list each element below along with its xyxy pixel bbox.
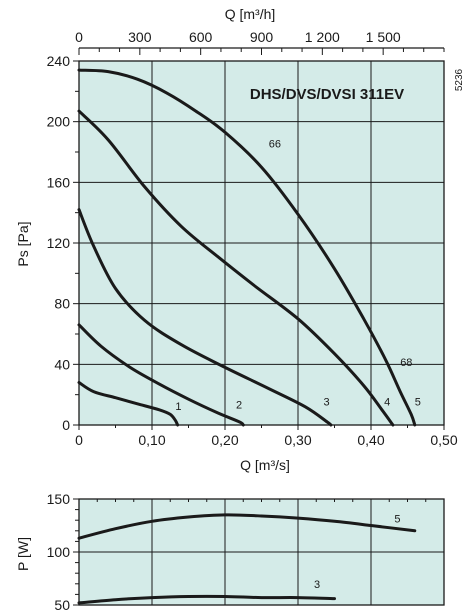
x-tick-label: 0,40 [357,432,384,448]
pressure-axis-ticks [73,48,445,430]
power-axis-labels: 50 100 150 [47,491,71,613]
curve-annotation: 4 [384,396,390,408]
top-tick-label: 1 200 [305,29,340,45]
power-y-axis-title: P [W] [15,537,31,571]
y-tick-label: 120 [47,235,71,251]
x-tick-label: 0 [75,432,83,448]
curve-annotation: 66 [269,138,281,150]
y-tick-label: 160 [47,174,71,190]
curve-annotation: 5 [415,396,421,408]
power-curve-annotation: 5 [394,513,400,525]
y-tick-label: 40 [54,356,70,372]
y-tick-label: 240 [47,53,71,69]
power-curve-3 [77,594,336,605]
x-tick-label: 0,50 [430,432,457,448]
curve-annotation: 2 [236,399,242,411]
y-tick-label: 80 [54,296,70,312]
curve-5 [77,68,417,427]
power-curve-5 [77,513,417,540]
y-tick-label: 200 [47,114,71,130]
curve-3 [77,208,333,427]
curve-4 [77,109,395,427]
top-tick-label: 600 [189,29,213,45]
top-axis-title: Q [m³/h] [225,6,276,22]
top-tick-label: 0 [75,29,83,45]
x-tick-label: 0,30 [284,432,311,448]
x-tick-label: 0,10 [138,432,165,448]
pressure-chart: 66 68 1 2 3 4 5 0 0,10 0,20 0,30 0,40 0,50 0 40 80 120 1… [15,6,465,473]
power-curves: 53 [77,513,417,605]
y-tick-label: 0 [62,417,70,433]
top-tick-label: 900 [250,29,274,45]
top-tick-label: 300 [128,29,152,45]
power-curve-annotation: 3 [314,579,320,591]
curve-annotation: 1 [175,401,181,413]
x-tick-label: 0,20 [211,432,238,448]
chart-title: DHS/DVS/DVSI 311EV [250,86,404,103]
power-y-tick-label: 50 [54,597,70,613]
curve-2 [77,323,245,427]
power-y-tick-label: 150 [47,491,71,507]
pressure-plot-frame [78,60,445,426]
pressure-curves: 66 68 1 2 3 4 5 [77,68,421,427]
side-code: 5236 [454,68,465,91]
curve-annotation: 68 [400,357,412,369]
curve-1 [77,381,180,427]
power-y-tick-label: 100 [47,544,71,560]
y-axis-title: Ps [Pa] [15,221,31,266]
power-plot-frame [78,498,445,606]
x-axis-title: Q [m³/s] [240,457,290,473]
top-tick-label: 1 500 [366,29,401,45]
curve-annotation: 3 [324,396,330,408]
